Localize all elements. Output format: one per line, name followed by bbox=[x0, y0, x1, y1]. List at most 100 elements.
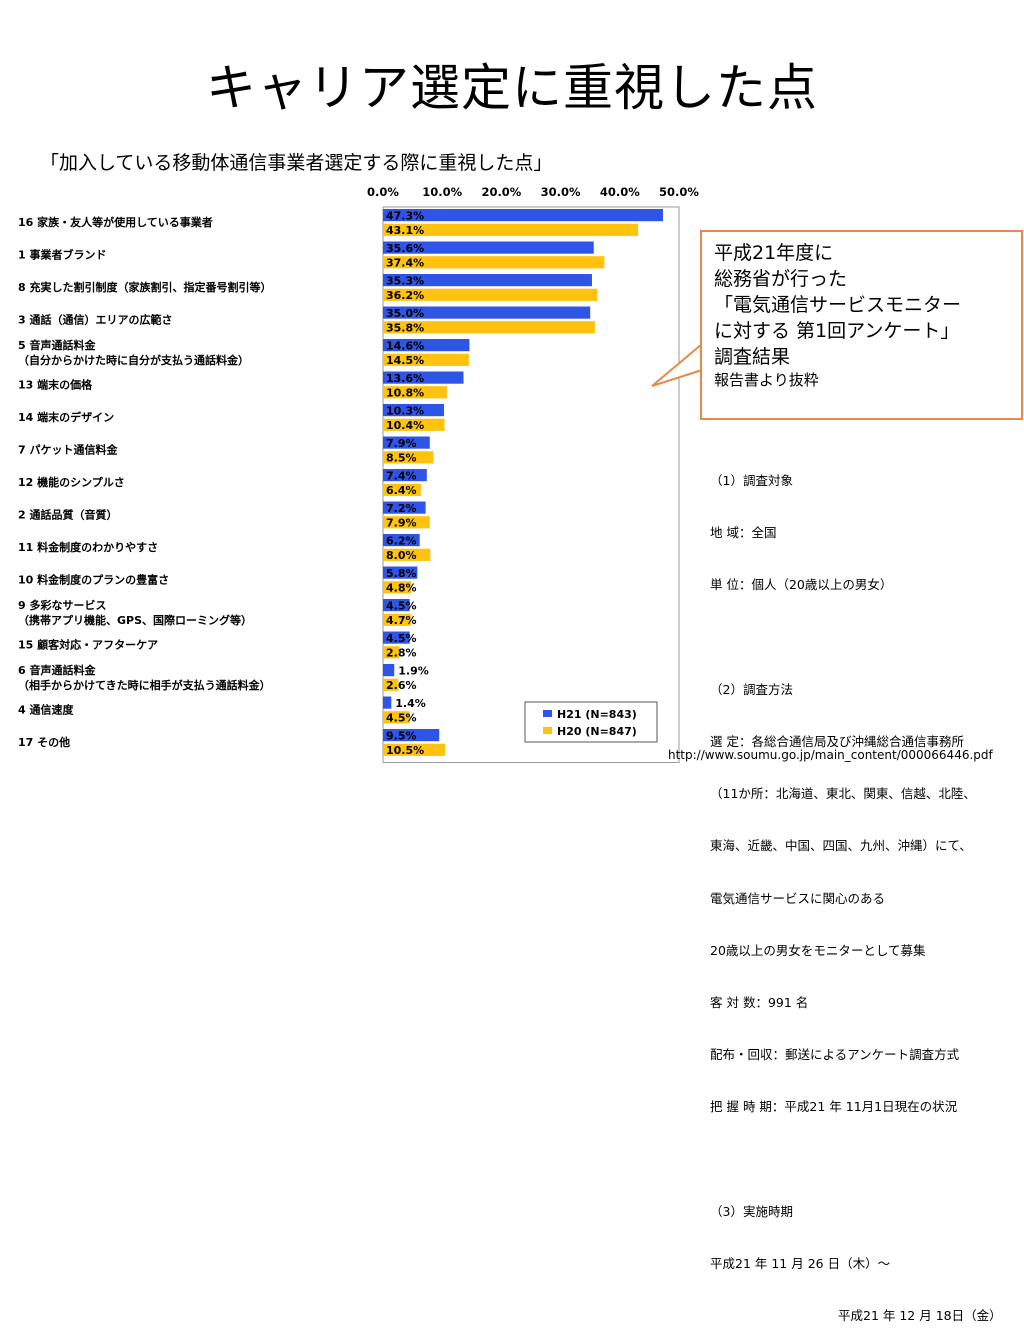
survey-line: 把 握 時 期：平成21 年 11月1日現在の状況 bbox=[710, 1099, 958, 1115]
survey-line: 客 対 数：991 名 bbox=[710, 995, 809, 1010]
data-label: 6.2% bbox=[386, 535, 417, 548]
legend-box bbox=[524, 701, 658, 743]
data-label: 35.6% bbox=[386, 242, 424, 255]
data-label: 7.9% bbox=[386, 437, 417, 450]
category-label: 8 充実した割引制度（家族割引、指定番号割引等） bbox=[18, 280, 271, 294]
data-label: 10.5% bbox=[386, 744, 424, 757]
category-label-line: 9 多彩なサービス bbox=[18, 598, 106, 612]
category-label-line: 16 家族・友人等が使用している事業者 bbox=[18, 215, 213, 229]
data-label: 4.5% bbox=[386, 632, 417, 645]
survey-line: 平成21 年 11 月 26 日（木）～ bbox=[710, 1256, 891, 1272]
data-label: 35.3% bbox=[386, 275, 424, 288]
data-label: 9.5% bbox=[386, 730, 417, 743]
category-label: 7 パケット通信料金 bbox=[18, 443, 118, 457]
category-label: 2 通話品質（音質） bbox=[18, 508, 117, 522]
data-label: 6.4% bbox=[386, 484, 417, 497]
bar-h20 bbox=[383, 743, 446, 756]
bar-h20 bbox=[383, 646, 400, 659]
data-label: 7.2% bbox=[386, 502, 417, 515]
bar-h20 bbox=[383, 581, 412, 594]
bar-h21 bbox=[383, 404, 444, 417]
bar-h20 bbox=[383, 321, 595, 334]
bar-h20 bbox=[383, 256, 605, 269]
callout-line: 調査結果 bbox=[714, 346, 791, 368]
x-tick-label: 10.0% bbox=[422, 185, 462, 199]
category-label-line: 4 通信速度 bbox=[18, 703, 74, 717]
category-label: 17 その他 bbox=[18, 735, 70, 749]
x-tick-label: 40.0% bbox=[600, 185, 640, 199]
callout-line: 「電気通信サービスモニター bbox=[714, 294, 962, 316]
bar-h21 bbox=[383, 696, 392, 709]
category-label: 4 通信速度 bbox=[18, 703, 74, 717]
x-tick-label: 30.0% bbox=[541, 185, 581, 199]
chart-subtitle: 「加入している移動体通信事業者選定する際に重視した点」 bbox=[40, 152, 553, 174]
bar-h21 bbox=[383, 501, 426, 514]
data-label: 37.4% bbox=[386, 257, 424, 270]
survey-line: 20歳以上の男女をモニターとして募集 bbox=[710, 942, 926, 958]
bar-h20 bbox=[383, 418, 445, 431]
data-label: 14.6% bbox=[386, 340, 424, 353]
bar-chart: 0.0% 10.0% 20.0% 30.0% 40.0% 50.0% 16 家族・友人等が使… bbox=[18, 185, 699, 763]
data-label: 5.8% bbox=[386, 567, 417, 580]
category-label-line: 1 事業者ブランド bbox=[18, 248, 106, 262]
bar-h21 bbox=[383, 664, 395, 677]
bar-h21 bbox=[383, 274, 592, 287]
category-label-line: 12 機能のシンプルさ bbox=[18, 475, 125, 489]
bar-h20 bbox=[383, 711, 410, 724]
bar-h20 bbox=[383, 386, 447, 399]
bar-h21 bbox=[383, 241, 594, 254]
bar-h21 bbox=[383, 306, 591, 319]
data-label: 10.4% bbox=[386, 419, 424, 432]
data-label: 8.5% bbox=[386, 452, 417, 465]
bar-h21 bbox=[383, 371, 464, 384]
data-label: 4.5% bbox=[386, 600, 417, 613]
category-label: 16 家族・友人等が使用している事業者 bbox=[18, 215, 213, 229]
survey-line bbox=[710, 1151, 1002, 1168]
bar-h21 bbox=[383, 339, 470, 352]
bar-h21 bbox=[383, 209, 664, 222]
bar-h21 bbox=[383, 566, 418, 579]
data-label: 2.8% bbox=[386, 647, 417, 660]
data-label: 8.0% bbox=[386, 549, 417, 562]
data-label: 7.4% bbox=[386, 470, 417, 483]
survey-line: 電気通信サービスに関心のある bbox=[710, 890, 886, 906]
category-label-line: 5 音声通話料金 bbox=[18, 338, 96, 352]
category-label: 15 顧客対応・アフターケア bbox=[18, 638, 158, 652]
survey-line: 単 位：個人（20歳以上の男女） bbox=[710, 577, 893, 593]
bar-h20 bbox=[383, 548, 431, 561]
category-label: 9 多彩なサービス（携帯アプリ機能、GPS、国際ローミング等） bbox=[18, 598, 252, 627]
category-label-line: 17 その他 bbox=[18, 735, 70, 749]
survey-line: （3）実施時期 bbox=[710, 1203, 793, 1219]
callout-line: 総務省が行った bbox=[714, 268, 848, 290]
x-tick-label: 50.0% bbox=[659, 185, 699, 199]
category-label-line: 10 料金制度のプランの豊富さ bbox=[18, 573, 169, 587]
bar-h20 bbox=[383, 483, 421, 496]
category-label: 11 料金制度のわかりやすさ bbox=[18, 540, 158, 554]
bar-h20 bbox=[383, 288, 598, 301]
data-label: 35.8% bbox=[386, 322, 424, 335]
bar-h20 bbox=[383, 223, 639, 236]
callout-note: 報告書より抜粋 bbox=[714, 371, 819, 389]
x-tick-label: 20.0% bbox=[481, 185, 521, 199]
category-label: 14 端末のデザイン bbox=[18, 410, 114, 424]
data-label: 1.9% bbox=[398, 665, 429, 678]
legend-swatch-h20 bbox=[543, 727, 552, 734]
slide-title: キャリア選定に重視した点 bbox=[206, 59, 818, 117]
category-label-line: （携帯アプリ機能、GPS、国際ローミング等） bbox=[18, 613, 252, 627]
legend-label: H21 (N=843) bbox=[557, 708, 637, 721]
bar-h21 bbox=[383, 534, 420, 547]
survey-line: 配布・回収：郵送によるアンケート調査方式 bbox=[710, 1047, 960, 1063]
category-label: 3 通話（通信）エリアの広範さ bbox=[18, 313, 172, 327]
category-label-line: 8 充実した割引制度（家族割引、指定番号割引等） bbox=[18, 280, 271, 294]
data-label: 14.5% bbox=[386, 354, 424, 367]
data-label: 35.0% bbox=[386, 307, 424, 320]
data-label: 4.7% bbox=[386, 614, 417, 627]
survey-info: （1）調査対象 地 域：全国 単 位：個人（20歳以上の男女） （2）調査方法 … bbox=[710, 437, 1002, 1342]
data-label: 1.4% bbox=[395, 697, 426, 710]
source-url: http://www.soumu.go.jp/main_content/0000… bbox=[668, 748, 993, 762]
survey-line: 東海、近畿、中国、四国、九州、沖縄）にて、 bbox=[710, 838, 972, 854]
legend-swatch-h21 bbox=[543, 710, 552, 717]
category-label: 1 事業者ブランド bbox=[18, 248, 106, 262]
category-label-line: 13 端末の価格 bbox=[18, 378, 93, 392]
data-label: 10.3% bbox=[386, 405, 424, 418]
